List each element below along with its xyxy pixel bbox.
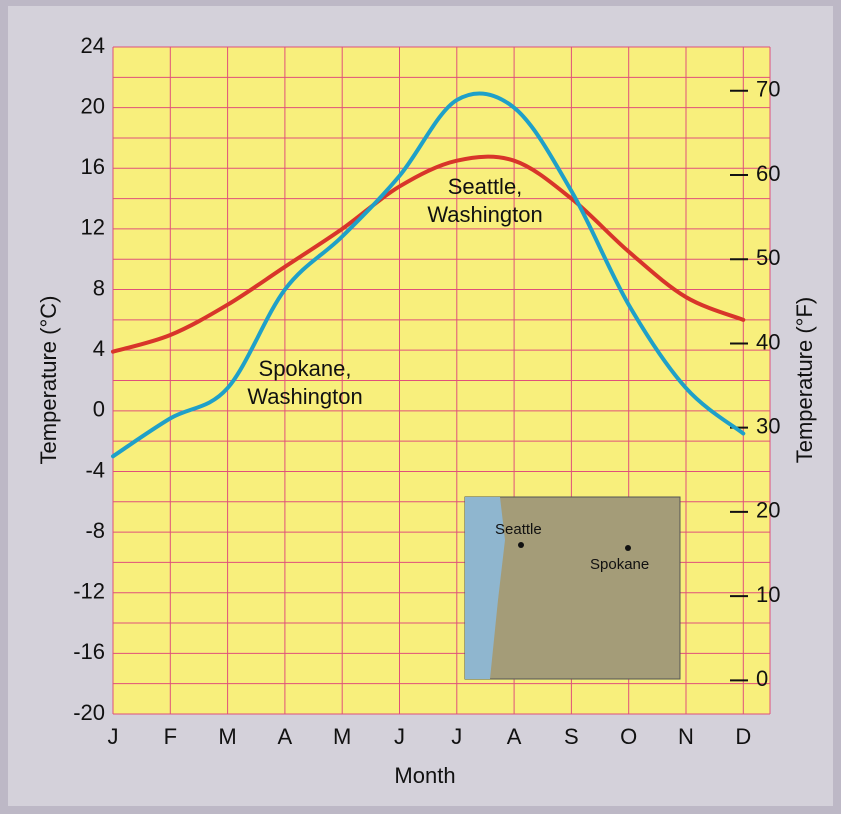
x-tick-label: J — [451, 724, 462, 749]
y-tick-label: 12 — [81, 215, 105, 240]
inset-label: Seattle — [495, 521, 542, 538]
y2-tick-label: 30 — [756, 413, 780, 438]
y2-tick-label: 70 — [756, 77, 780, 102]
y-tick-label: 16 — [81, 154, 105, 179]
inset-label: Spokane — [590, 556, 649, 573]
y-tick-label: -4 — [85, 457, 105, 482]
y-tick-label: 0 — [93, 397, 105, 422]
chart: Temperature (°C) Temperature (°F) Month … — [0, 0, 841, 814]
x-tick-label: M — [218, 724, 236, 749]
x-axis-title: Month — [394, 763, 455, 788]
y-tick-label: 4 — [93, 336, 105, 361]
y2-axis-title: Temperature (°F) — [792, 297, 817, 464]
y-tick-label: -12 — [73, 579, 105, 604]
inset-dot — [625, 545, 631, 551]
series-annotation: Washington — [247, 384, 362, 409]
y2-tick-label: 20 — [756, 498, 780, 523]
y-axis-title: Temperature (°C) — [36, 296, 61, 465]
x-tick-label: S — [564, 724, 579, 749]
y2-tick-label: 50 — [756, 245, 780, 270]
series-annotation: Seattle, — [448, 174, 523, 199]
y-tick-label: 24 — [81, 33, 105, 58]
inset-map: Seattle Spokane — [465, 497, 680, 679]
x-tick-label: J — [394, 724, 405, 749]
x-tick-label: M — [333, 724, 351, 749]
x-tick-label: A — [278, 724, 293, 749]
inset-dot — [518, 542, 524, 548]
x-tick-label: N — [678, 724, 694, 749]
x-tick-label: F — [164, 724, 177, 749]
y-tick-label: -8 — [85, 518, 105, 543]
y2-tick-label: 0 — [756, 666, 768, 691]
x-tick-label: A — [507, 724, 522, 749]
y2-tick-label: 60 — [756, 161, 780, 186]
y-tick-label: 20 — [81, 93, 105, 118]
y-tick-label: 8 — [93, 275, 105, 300]
series-annotation: Spokane, — [259, 356, 352, 381]
series-annotation: Washington — [427, 202, 542, 227]
x-tick-label: J — [108, 724, 119, 749]
y2-tick-label: 10 — [756, 582, 780, 607]
y-tick-label: -20 — [73, 700, 105, 725]
x-tick-label: O — [620, 724, 637, 749]
y2-tick-label: 40 — [756, 329, 780, 354]
x-tick-label: D — [735, 724, 751, 749]
y-tick-label: -16 — [73, 639, 105, 664]
